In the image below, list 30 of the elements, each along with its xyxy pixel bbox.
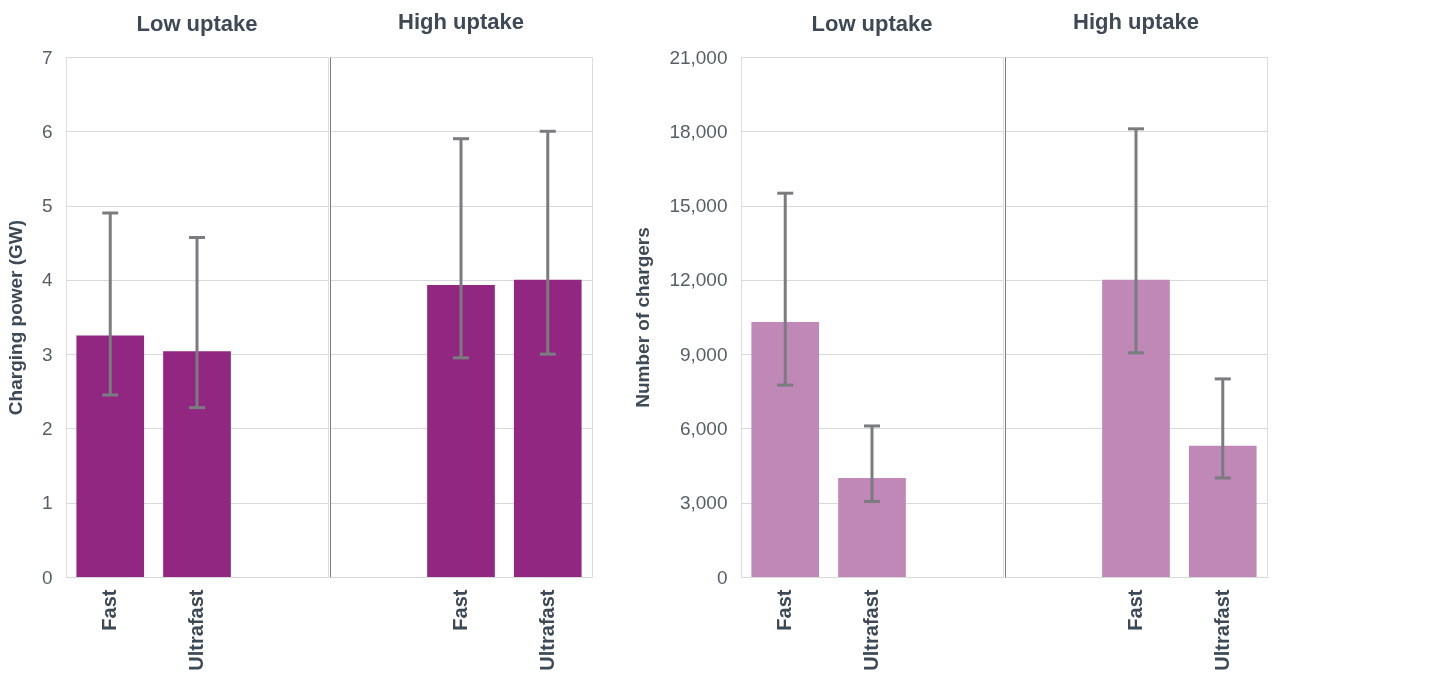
y-axis-title: Number of chargers [632, 227, 654, 408]
y-tick-label: 15,000 [669, 195, 728, 217]
y-tick-label: 1 [41, 492, 53, 514]
x-tick-label: Fast [98, 589, 121, 631]
y-tick-label: 21,000 [669, 46, 728, 68]
y-tick-label: 2 [41, 417, 53, 439]
y-tick-label: 0 [716, 566, 728, 588]
chart-title: Low uptake [811, 11, 933, 36]
y-tick-label: 6 [41, 120, 53, 142]
y-axis-title: Charging power (GW) [4, 219, 26, 416]
y-tick-label: 12,000 [669, 269, 728, 291]
chart-title: High uptake [1073, 9, 1199, 34]
x-tick-label: Ultrafast [1210, 589, 1233, 671]
y-tick-label: 7 [41, 46, 53, 68]
chart-title: High uptake [398, 9, 524, 34]
x-tick-label: Ultrafast [860, 589, 882, 671]
y-tick-label: 18,000 [669, 120, 728, 142]
y-tick-label: 5 [41, 195, 53, 217]
y-tick-label: 4 [41, 269, 53, 291]
chart-title: Low uptake [136, 11, 258, 36]
y-tick-label: 9,000 [679, 343, 728, 365]
x-tick-label: Fast [1124, 589, 1146, 631]
x-tick-label: Fast [449, 589, 471, 631]
x-tick-label: Ultrafast [185, 589, 207, 671]
y-tick-label: 3 [41, 343, 53, 365]
x-tick-label: Ultrafast [535, 589, 558, 671]
y-tick-label: 6,000 [679, 417, 728, 439]
y-tick-label: 3,000 [679, 492, 728, 514]
y-tick-label: 0 [41, 566, 53, 588]
x-tick-label: Fast [773, 589, 796, 631]
